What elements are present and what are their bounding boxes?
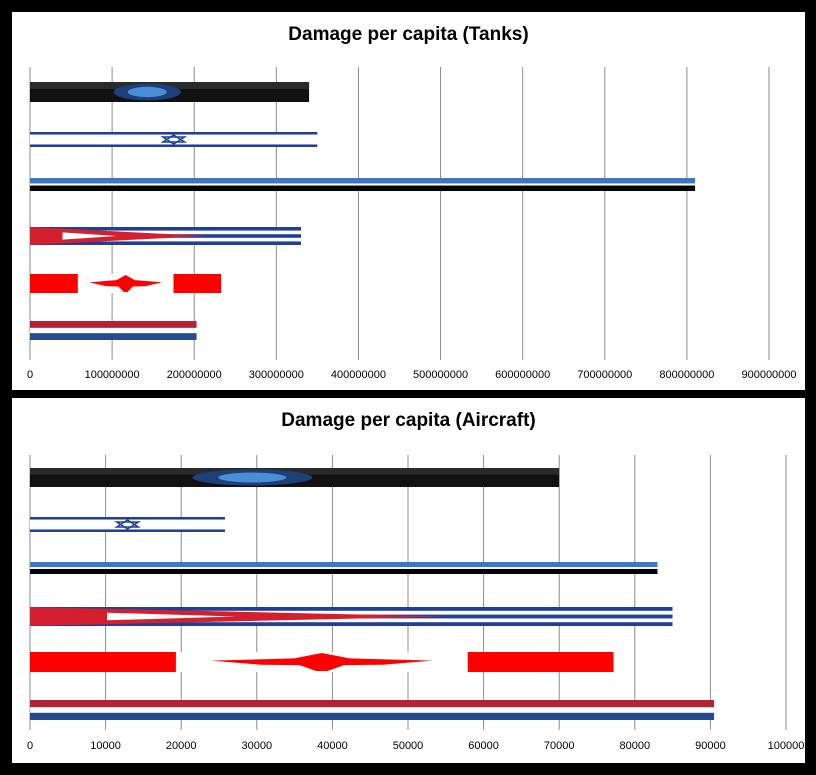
- tanks-x-tick-label: 700000000: [577, 369, 632, 381]
- aircraft-x-tick-label: 60000: [468, 740, 499, 752]
- aircraft-bar-red-blue-flag: [30, 607, 673, 626]
- tanks-bar-red-blue-stripes-flag: [30, 321, 197, 340]
- tanks-x-tick-label: 300000000: [249, 369, 304, 381]
- aircraft-chart-panel: Damage per capita (Aircraft) 0 10000 20000…: [12, 398, 805, 763]
- aircraft-x-tick-label: 30000: [242, 740, 273, 752]
- tanks-chart-title: Damage per capita (Tanks): [288, 24, 529, 45]
- tanks-chart: 0 100000000 200000000 300000000 400000000 500…: [27, 67, 797, 381]
- aircraft-x-tick-label: 40000: [317, 740, 348, 752]
- tanks-x-tick-label: 500000000: [413, 369, 468, 381]
- tanks-x-tick-label: 400000000: [331, 369, 386, 381]
- tanks-chart-panel: Damage per capita (Tanks) 0 100000000 2000…: [12, 12, 805, 390]
- tanks-bar-blue-black-flag: [30, 178, 696, 191]
- aircraft-bar-blue-black-flag: [30, 562, 658, 574]
- tanks-bar-red-blue-flag: [30, 227, 301, 245]
- aircraft-x-tick-label: 100000: [768, 740, 805, 752]
- tanks-x-tick-label: 600000000: [495, 369, 550, 381]
- tanks-x-tick-label: 200000000: [167, 369, 222, 381]
- tanks-bar-israel-flag: [30, 132, 318, 147]
- aircraft-bar-red-blue-stripes-flag: [30, 700, 715, 720]
- aircraft-bar-israel-flag: [30, 517, 226, 532]
- tanks-x-tick-label: 900000000: [741, 369, 796, 381]
- aircraft-x-tick-label: 20000: [166, 740, 197, 752]
- tanks-bar-canada-flag: [30, 274, 222, 293]
- aircraft-x-tick-label: 90000: [695, 740, 726, 752]
- aircraft-bar-canada-flag: [30, 652, 614, 672]
- tanks-x-tick-label: 0: [27, 369, 33, 381]
- aircraft-x-tick-label: 10000: [90, 740, 121, 752]
- aircraft-x-tick-label: 70000: [544, 740, 575, 752]
- aircraft-x-tick-label: 80000: [620, 740, 651, 752]
- aircraft-bar-logo-flag: [30, 468, 560, 487]
- aircraft-chart-title: Damage per capita (Aircraft): [281, 410, 536, 431]
- aircraft-x-tick-label: 0: [27, 740, 33, 752]
- aircraft-chart: 0 10000 20000 30000 40000 50000 60000 70000 8000…: [27, 455, 805, 752]
- aircraft-x-tick-label: 50000: [393, 740, 424, 752]
- tanks-x-tick-label: 800000000: [659, 369, 714, 381]
- tanks-x-tick-label: 100000000: [85, 369, 140, 381]
- tanks-bar-logo-flag: [30, 82, 310, 102]
